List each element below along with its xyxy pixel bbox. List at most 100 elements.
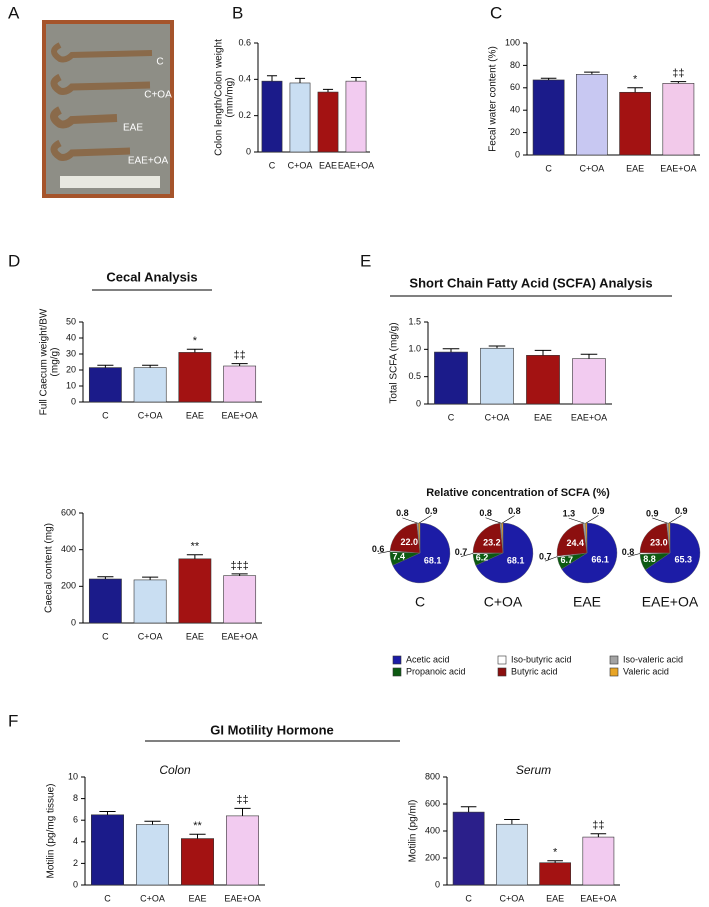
x-tick-label: C xyxy=(269,160,276,170)
bar xyxy=(496,823,528,886)
y-tick-label: 1.5 xyxy=(408,316,421,326)
y-tick-label: 4 xyxy=(73,836,78,846)
pie-label: C xyxy=(415,594,425,610)
y-tick-label: 2 xyxy=(73,858,78,868)
x-tick-label: C+OA xyxy=(499,893,524,903)
x-tick-label: EAE+OA xyxy=(571,412,607,422)
slice-label: 8.8 xyxy=(643,554,656,564)
y-tick-label: 40 xyxy=(510,105,520,115)
chart-title: Relative concentration of SCFA (%) xyxy=(426,487,610,499)
leader-line xyxy=(502,515,515,524)
error-bar xyxy=(534,349,552,356)
x-tick-label: EAE+OA xyxy=(221,631,257,641)
y-tick-label: 6 xyxy=(73,815,78,825)
y-tick-label: 800 xyxy=(425,771,440,781)
x-tick-label: EAE xyxy=(186,631,204,641)
bar xyxy=(532,79,565,156)
photo-label: EAE+OA xyxy=(128,156,169,167)
error-bar xyxy=(488,345,506,349)
ruler xyxy=(60,176,160,188)
y-tick-label: 400 xyxy=(61,544,76,554)
slice-label: 0.6 xyxy=(372,544,385,554)
bar xyxy=(480,347,514,405)
error-bar xyxy=(142,576,159,580)
panel-letter: C xyxy=(490,3,502,22)
y-tick-label: 600 xyxy=(61,507,76,517)
y-tick-label: 80 xyxy=(510,60,520,70)
slice-label: 0.9 xyxy=(646,508,659,518)
y-tick-label: 100 xyxy=(505,37,520,47)
significance-mark: * xyxy=(553,847,558,859)
error-bar xyxy=(547,860,563,863)
error-bar xyxy=(97,364,114,368)
error-bar xyxy=(442,348,460,353)
x-tick-label: EAE+OA xyxy=(224,893,260,903)
error-bar xyxy=(322,88,334,93)
error-bar xyxy=(99,811,116,815)
bar xyxy=(662,83,695,156)
pie-label: EAE xyxy=(573,594,601,610)
y-tick-label: 600 xyxy=(425,798,440,808)
y-tick-label: 8 xyxy=(73,793,78,803)
error-bar xyxy=(97,576,114,579)
error-bar xyxy=(294,77,306,83)
error-bar xyxy=(504,819,520,825)
bar xyxy=(133,579,167,624)
significance-mark: ‡‡ xyxy=(234,350,246,362)
panel-letter: D xyxy=(8,251,20,270)
x-tick-label: C+OA xyxy=(579,163,604,173)
bar xyxy=(619,91,651,156)
bar xyxy=(133,367,167,403)
section-heading: Cecal Analysis xyxy=(106,269,197,284)
leader-line xyxy=(652,517,668,524)
significance-mark: ‡‡‡ xyxy=(230,560,248,572)
y-tick-label: 30 xyxy=(66,348,76,358)
bar xyxy=(136,824,170,886)
y-axis-label: (mm/mg) xyxy=(225,78,236,118)
slice-label: 0.9 xyxy=(592,506,605,516)
bar xyxy=(539,862,571,886)
photo-label: C xyxy=(156,57,163,68)
x-tick-label: EAE xyxy=(546,893,564,903)
slice-label: 23.0 xyxy=(650,537,668,547)
slice-label: 0.9 xyxy=(675,506,688,516)
legend-swatch xyxy=(497,667,507,677)
pie-slice xyxy=(644,522,701,584)
specimen xyxy=(50,106,118,129)
slice-label: 68.1 xyxy=(507,556,525,566)
leader-line xyxy=(627,553,641,558)
pie-slice xyxy=(639,522,671,554)
specimen xyxy=(50,73,151,95)
y-tick-label: 0 xyxy=(515,149,520,159)
slice-label: 66.1 xyxy=(591,555,609,565)
slice-label: 0.8 xyxy=(479,508,492,518)
legend-swatch xyxy=(497,655,507,665)
x-tick-label: C+OA xyxy=(138,631,163,641)
x-tick-label: EAE xyxy=(626,163,644,173)
y-tick-label: 0 xyxy=(71,396,76,406)
slice-label: 7.4 xyxy=(393,551,406,561)
x-tick-label: C xyxy=(102,410,109,420)
bar xyxy=(223,365,257,403)
photo-background xyxy=(46,24,170,194)
panel-letter: F xyxy=(8,711,18,730)
significance-mark: ‡‡ xyxy=(236,794,248,806)
bar xyxy=(582,836,615,886)
photo-label: C+OA xyxy=(144,90,172,101)
x-tick-label: EAE+OA xyxy=(580,893,616,903)
slice-label: 6.2 xyxy=(476,552,489,562)
error-bar xyxy=(231,573,248,576)
x-tick-label: EAE+OA xyxy=(660,163,696,173)
x-tick-label: C+OA xyxy=(485,412,510,422)
x-tick-label: EAE xyxy=(188,893,206,903)
legend-swatch xyxy=(392,655,402,665)
legend-swatch xyxy=(392,667,402,677)
error-bar xyxy=(580,353,598,359)
bar xyxy=(91,814,125,886)
slice-label: 65.3 xyxy=(674,554,692,564)
panel-letter: A xyxy=(8,3,20,22)
y-axis-label: Full Caecum weight/BW xyxy=(39,308,50,415)
significance-mark: * xyxy=(193,335,198,347)
x-tick-label: EAE xyxy=(186,410,204,420)
y-tick-label: 60 xyxy=(510,82,520,92)
